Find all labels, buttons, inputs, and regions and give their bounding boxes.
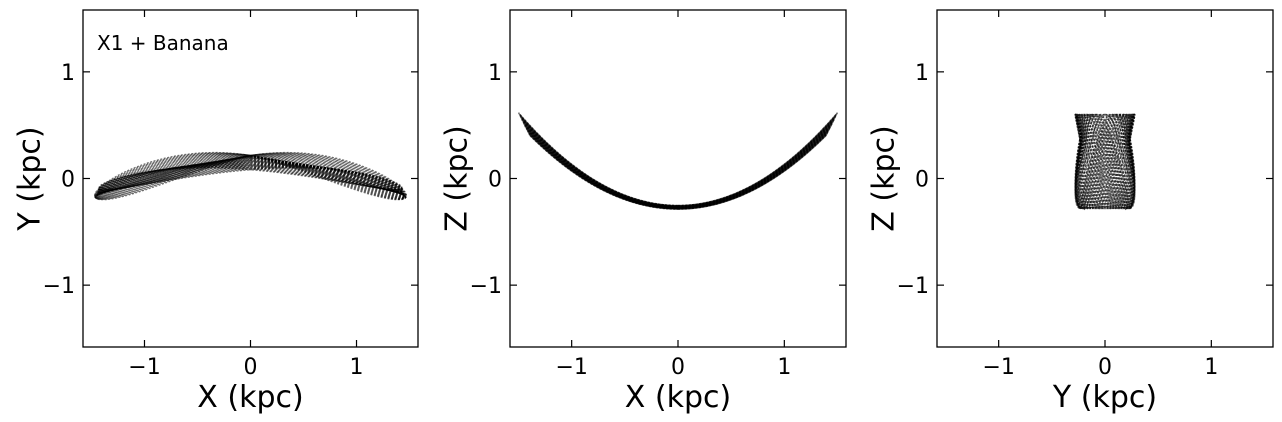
y-tick-label: 1: [488, 61, 502, 86]
orbit-strand: [1074, 113, 1136, 210]
x-tick-label: 0: [671, 355, 685, 380]
orbit-strand: [1074, 113, 1136, 210]
y-tick-label: 0: [61, 168, 75, 193]
x-axis-label: X (kpc): [197, 380, 303, 415]
panel-annotation: X1 + Banana: [97, 31, 229, 55]
y-tick-label: −1: [897, 274, 929, 299]
y-axis-label: Z (kpc): [440, 125, 475, 231]
panel-xz: −1 0 1 −1 0 1 X (kpc) Z (kpc): [440, 9, 847, 415]
x-axis-label: X (kpc): [625, 380, 731, 415]
y-tick-label: 0: [915, 168, 929, 193]
x-tick-label: 0: [244, 355, 258, 380]
y-tick-label: −1: [470, 274, 502, 299]
orbit-strand: [1076, 113, 1134, 210]
y-tick-label: 0: [488, 168, 502, 193]
x-tick-label: 1: [777, 355, 791, 380]
y-tick-label: 1: [915, 61, 929, 86]
orbit-strand: [1074, 113, 1136, 210]
orbit-strand: [517, 112, 839, 207]
y-tick-label: −1: [43, 274, 75, 299]
orbit-strand: [1074, 113, 1136, 210]
x-tick-label: −1: [555, 355, 587, 380]
panel-xy: −1 0 1 −1 0 1 X (kpc) Y (kpc) X1 + Banan…: [13, 9, 419, 415]
x-tick-label: −1: [982, 355, 1014, 380]
orbit-strand: [98, 165, 403, 192]
x-tick-label: 1: [350, 355, 364, 380]
orbit-strand: [1075, 113, 1135, 210]
orbit-strand: [1074, 113, 1136, 210]
panel-yz: −1 0 1 −1 0 1 Y (kpc) Z (kpc): [867, 9, 1274, 415]
x-tick-label: −1: [128, 355, 160, 380]
orbit-strand: [94, 152, 407, 201]
y-axis-label: Y (kpc): [13, 126, 48, 231]
y-axis-label: Z (kpc): [867, 125, 902, 231]
x-tick-label: 0: [1098, 355, 1112, 380]
ticks-yz: [937, 10, 1273, 347]
y-tick-label: 1: [61, 61, 75, 86]
ticks-xy: [83, 10, 418, 347]
x-axis-label: Y (kpc): [1052, 380, 1157, 415]
x-tick-label: 1: [1204, 355, 1218, 380]
orbit-xz-trace: [517, 112, 839, 210]
orbit-strand: [1074, 113, 1136, 210]
ticks-xz: [510, 10, 846, 347]
plot-frame-xz: [509, 9, 847, 348]
orbit-yz-trace: [1074, 113, 1136, 211]
orbit-xy-trace: [93, 151, 407, 201]
orbit-strand: [93, 151, 407, 201]
